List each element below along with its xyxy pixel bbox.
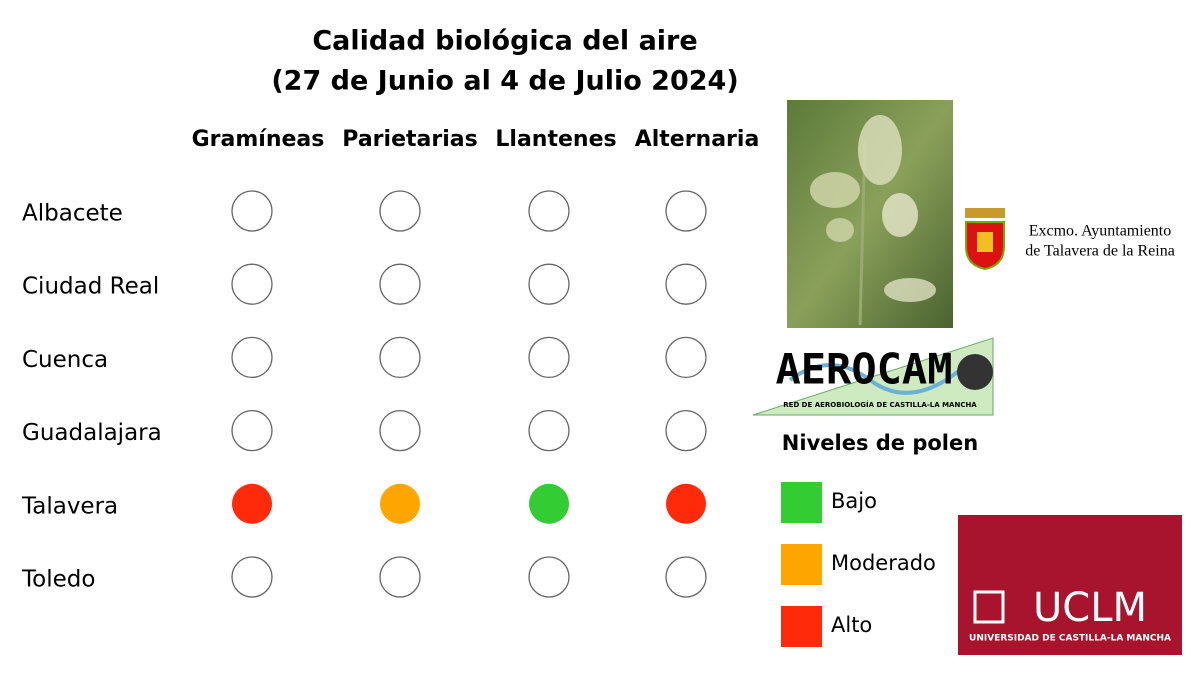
level-dot — [231, 409, 273, 452]
level-dot — [528, 263, 570, 305]
level-dot — [665, 409, 707, 452]
title: (27 de Junio al 4 de Julio 2024) — [271, 66, 738, 97]
legend-title: Niveles de polen — [782, 431, 978, 455]
level-dot — [379, 409, 421, 452]
legend-label: Alto — [831, 613, 872, 637]
level-dot — [231, 336, 273, 379]
legend-label: Moderado — [831, 551, 936, 575]
ayuntamiento-logo: Excmo. Ayuntamiento de Talavera de la Re… — [965, 208, 1175, 271]
row-label: Guadalajara — [22, 420, 162, 446]
column-header: Alternaria — [635, 127, 760, 152]
logo-text: de Talavera de la Reina — [1025, 243, 1175, 260]
uclm-logo: UCLM UNIVERSIDAD DE CASTILLA-LA MANCHA — [958, 515, 1182, 655]
level-dot — [528, 556, 570, 598]
level-dot — [528, 409, 570, 452]
legend-swatch — [781, 482, 822, 523]
level-dot — [665, 263, 707, 305]
level-dot — [231, 556, 273, 598]
aerocam-logo: AEROCAM RED DE AEROBIOLOGÍA DE CASTILLA-… — [752, 337, 994, 416]
logo-text: AEROCAM — [775, 345, 952, 394]
level-dot — [379, 556, 421, 598]
logo-text: UNIVERSIDAD DE CASTILLA-LA MANCHA — [969, 634, 1171, 644]
logo-text: UCLM — [1033, 585, 1147, 631]
legend-swatch — [781, 544, 822, 585]
level-dot — [666, 483, 706, 524]
level-dot — [665, 336, 707, 379]
level-dot — [231, 190, 273, 232]
column-header: Llantenes — [495, 127, 616, 152]
legend-label: Bajo — [831, 489, 877, 513]
row-label: Toledo — [21, 567, 95, 593]
row-label: Albacete — [22, 201, 123, 227]
title: Calidad biológica del aire — [312, 26, 697, 57]
level-dot — [379, 190, 421, 232]
legend-swatch — [781, 606, 822, 647]
column-header: Parietarias — [342, 127, 477, 152]
logo-text: RED DE AEROBIOLOGÍA DE CASTILLA-LA MANCH… — [783, 400, 977, 409]
logo-text: Excmo. Ayuntamiento — [1029, 223, 1172, 240]
level-dot — [231, 263, 273, 305]
level-dot — [529, 483, 569, 524]
level-dot — [665, 190, 707, 232]
row-label: Talavera — [21, 493, 118, 519]
column-header: Gramíneas — [192, 127, 325, 152]
row-label: Ciudad Real — [22, 274, 159, 300]
level-dot — [665, 556, 707, 598]
level-dot — [379, 263, 421, 305]
level-dot — [528, 190, 570, 232]
level-dot — [232, 483, 272, 524]
level-dot — [380, 483, 420, 524]
level-dot — [379, 336, 421, 379]
photo — [787, 100, 953, 328]
row-label: Cuenca — [22, 347, 108, 373]
level-dot — [528, 336, 570, 379]
